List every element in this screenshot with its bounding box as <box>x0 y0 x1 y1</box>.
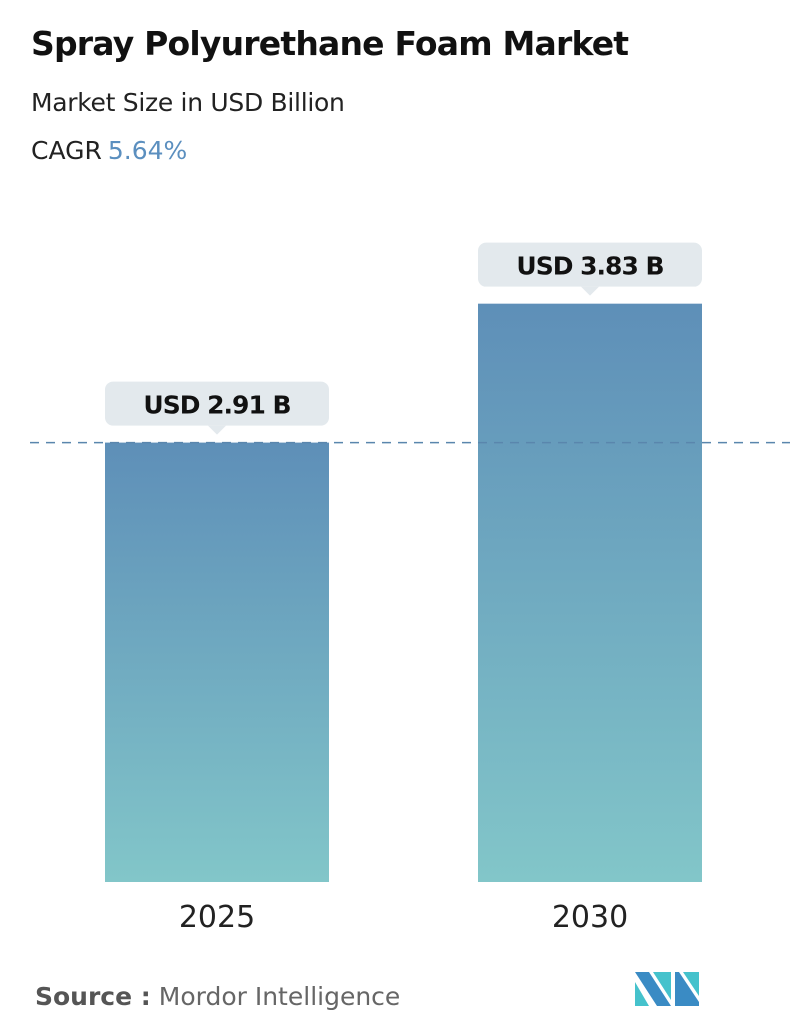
data-label-box <box>105 381 329 426</box>
cagr-value: 5.64% <box>107 136 188 165</box>
bar-2025 <box>105 442 329 882</box>
data-label-pointer <box>581 286 599 296</box>
x-tick-label: 2025 <box>179 900 255 935</box>
mordor-intelligence-logo <box>635 972 699 1006</box>
data-label-pointer <box>208 425 226 435</box>
source-label: Source : <box>35 982 151 1011</box>
bar-2030 <box>478 303 702 882</box>
cagr-label: CAGR <box>31 136 102 165</box>
chart-subtitle: Market Size in USD Billion <box>31 88 345 117</box>
cagr: CAGR 5.64% <box>31 136 187 165</box>
source: Source : Mordor Intelligence <box>35 982 400 1011</box>
x-tick-label: 2030 <box>552 900 628 935</box>
chart-title: Spray Polyurethane Foam Market <box>31 24 629 63</box>
data-label: USD 2.91 B <box>143 391 290 420</box>
source-value: Mordor Intelligence <box>158 982 401 1011</box>
data-label-box <box>478 242 702 287</box>
data-label: USD 3.83 B <box>516 252 663 281</box>
